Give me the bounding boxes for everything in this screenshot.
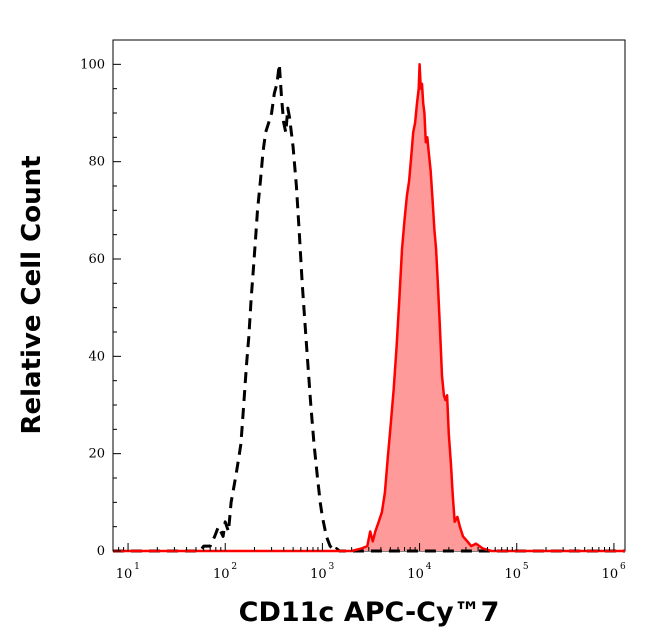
x-tick-exponent: 1 <box>134 562 140 572</box>
y-tick-label: 100 <box>80 57 105 72</box>
line-layer <box>113 62 625 553</box>
x-tick-label: 10 <box>213 567 230 582</box>
x-tick-label: 10 <box>116 567 133 582</box>
y-tick-label: 40 <box>88 349 105 364</box>
y-axis-title: Relative Cell Count <box>17 155 47 434</box>
y-tick-label: 60 <box>88 252 105 267</box>
y-tick-label: 0 <box>97 544 105 559</box>
x-tick-exponent: 5 <box>523 562 529 572</box>
x-tick-exponent: 6 <box>620 562 626 572</box>
x-tick-exponent: 2 <box>231 562 237 572</box>
y-axis: 0 20 40 60 80 100 <box>80 57 121 559</box>
x-tick-label: 10 <box>602 567 619 582</box>
x-tick-label: 10 <box>407 567 424 582</box>
fill-layer <box>113 64 625 552</box>
y-tick-label: 20 <box>88 447 105 462</box>
plot-frame <box>112 39 626 552</box>
series-0-line <box>113 62 625 553</box>
y-tick-label: 80 <box>88 155 105 170</box>
x-tick-label: 10 <box>504 567 521 582</box>
x-tick-exponent: 4 <box>426 562 432 572</box>
x-tick-label: 10 <box>310 567 327 582</box>
x-tick-exponent: 3 <box>329 562 335 572</box>
series-1-area <box>113 64 625 552</box>
x-axis-title: CD11c APC-Cy™7 <box>239 597 500 628</box>
x-axis: 10 1 10 2 10 3 10 4 10 5 10 6 <box>112 543 626 582</box>
series-1-line <box>113 63 625 553</box>
